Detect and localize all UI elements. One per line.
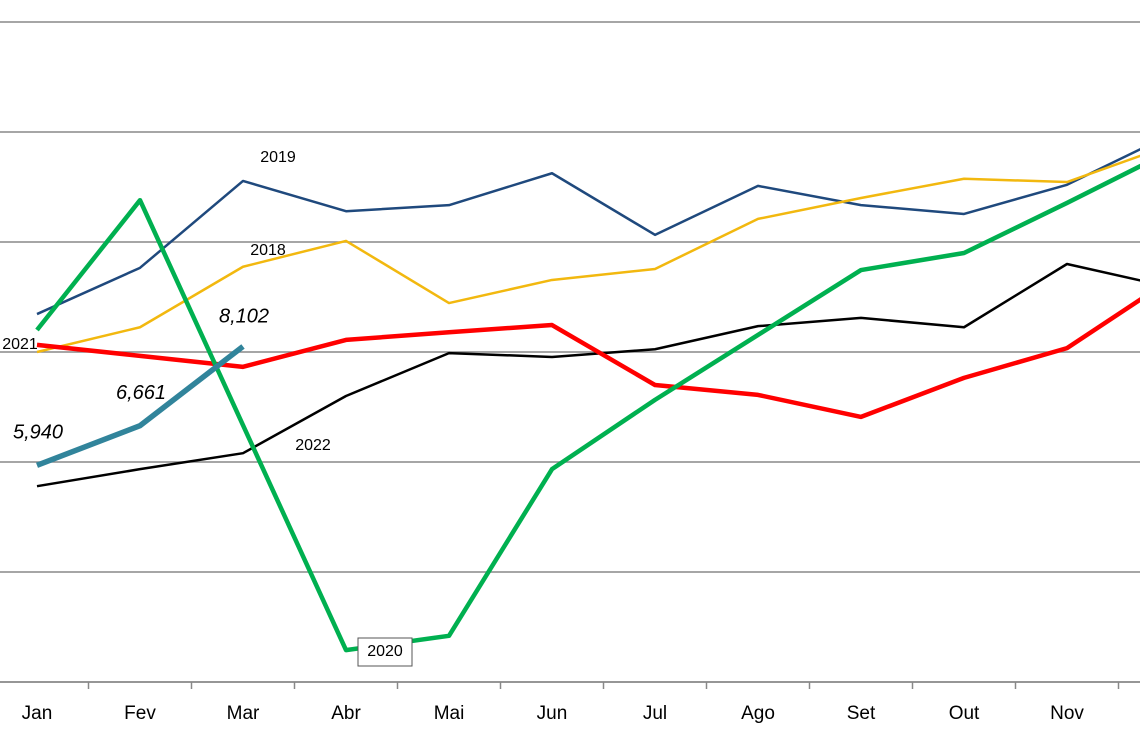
series-line [36, 154, 1140, 354]
x-tick-label: Nov [1050, 703, 1084, 724]
x-tick-label: Ago [741, 703, 775, 724]
series-label-box [357, 637, 413, 667]
data-label: 8,102 [219, 306, 269, 328]
data-label: 5,940 [13, 422, 63, 444]
x-tick-label: Jan [22, 703, 53, 724]
series-line [36, 344, 245, 468]
x-tick-label: Mar [227, 703, 260, 724]
series-line [35, 163, 1140, 653]
series-label: 2019 [260, 149, 296, 166]
series-line [36, 297, 1140, 420]
data-label: 6,661 [116, 382, 166, 404]
series-label: 2021 [2, 336, 38, 353]
x-tick-label: Jul [643, 703, 667, 724]
x-tick-label: Set [847, 703, 876, 724]
series-line [36, 147, 1140, 316]
series-label: 2018 [250, 242, 286, 259]
series-label: 2020 [367, 643, 403, 660]
x-tick-label: Jun [537, 703, 568, 724]
x-tick-label: Mai [434, 703, 465, 724]
series-label: 2022 [295, 437, 331, 454]
x-tick-label: Out [949, 703, 980, 724]
x-tick-label: Abr [331, 703, 361, 724]
x-tick-label: Fev [124, 703, 156, 724]
